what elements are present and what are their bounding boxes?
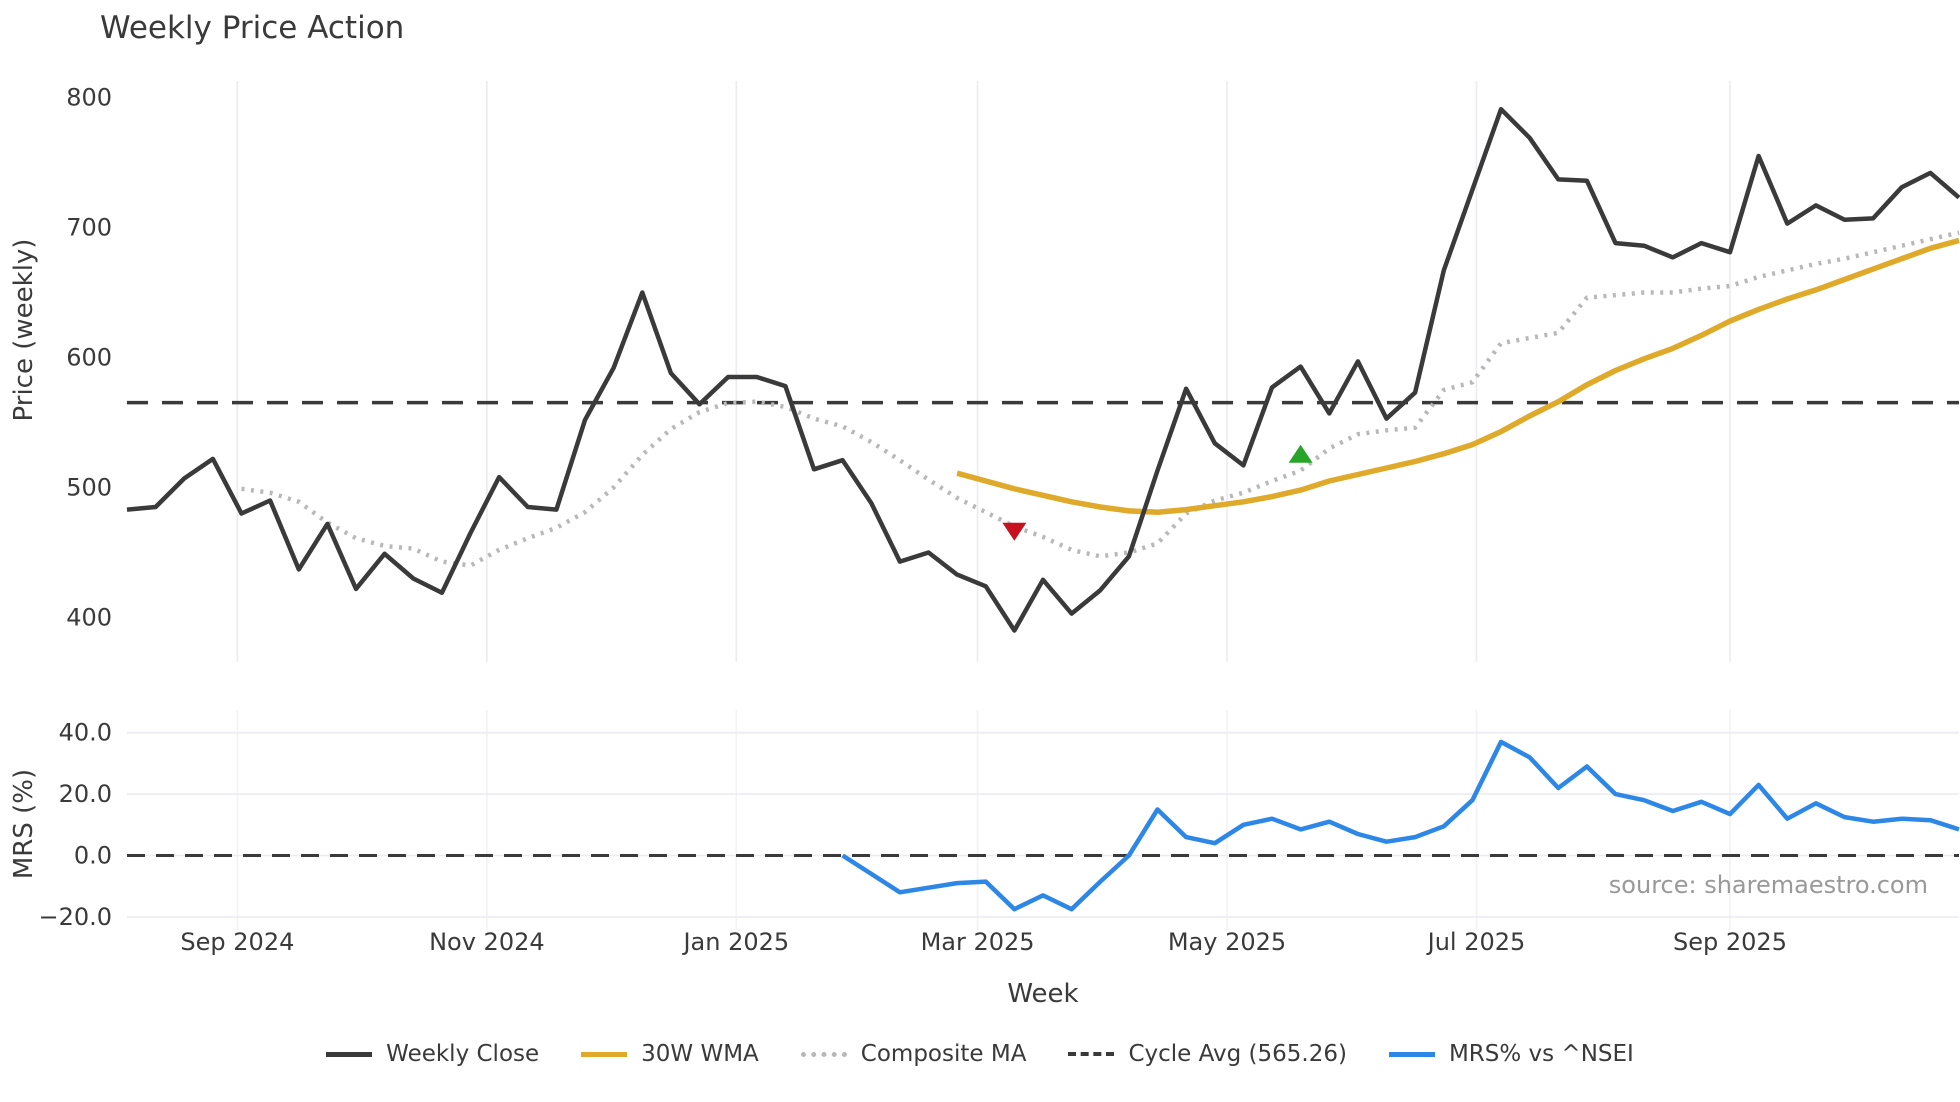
mrs-ytick-label: 40.0 <box>59 719 112 747</box>
x-tick-label: Jan 2025 <box>681 928 789 956</box>
legend-label: Weekly Close <box>386 1041 540 1067</box>
mrs-panel-gridlines <box>127 710 1959 930</box>
buy-signal-marker <box>1288 444 1313 463</box>
legend-item-30w-wma: 30W WMA <box>581 1041 759 1067</box>
legend-item-composite-ma: Composite MA <box>800 1041 1027 1067</box>
weekly-close-line <box>126 106 1960 633</box>
legend-label: Cycle Avg (565.26) <box>1128 1041 1347 1067</box>
sell-signal-marker <box>1002 522 1027 541</box>
chart-legend: Weekly Close 30W WMA Composite MA Cycle Avg… <box>0 1034 1960 1074</box>
signal-markers <box>1002 444 1313 541</box>
price-panel-series <box>126 106 1960 633</box>
composite-ma-line <box>241 230 1960 568</box>
legend-swatch-icon <box>800 1051 847 1057</box>
source-attribution: source: sharemaestro.com <box>1609 871 1928 899</box>
legend-item-cycle-avg-565-26-: Cycle Avg (565.26) <box>1068 1041 1347 1067</box>
x-tick-label: Nov 2024 <box>429 928 545 956</box>
mrs-ytick-label: −20.0 <box>38 903 112 931</box>
price-ytick-label: 700 <box>66 214 112 242</box>
legend-swatch-icon <box>581 1051 628 1057</box>
legend-item-weekly-close: Weekly Close <box>326 1041 539 1067</box>
legend-swatch-icon <box>1068 1052 1115 1056</box>
legend-swatch-icon <box>326 1051 373 1057</box>
mrs-ytick-label: 0.0 <box>74 842 112 870</box>
mrs-line <box>841 739 1960 912</box>
price-ytick-label: 500 <box>66 474 112 502</box>
x-tick-label: Jul 2025 <box>1426 928 1526 956</box>
chart-title: Weekly Price Action <box>100 10 404 46</box>
price-ytick-label: 600 <box>66 344 112 372</box>
legend-label: MRS% vs ^NSEI <box>1448 1041 1634 1067</box>
30w-wma-line <box>956 237 1960 515</box>
legend-item-mrs-vs-nsei: MRS% vs ^NSEI <box>1388 1041 1634 1067</box>
price-panel-gridlines <box>236 81 1731 662</box>
mrs-axis-label: MRS (%) <box>9 769 39 879</box>
x-tick-label: Mar 2025 <box>921 928 1035 956</box>
axis-tick-labels: 400 500 600 700 800 −20.0 0.0 20.0 40.0 Sep 2024 N… <box>38 84 1787 957</box>
x-tick-label: May 2025 <box>1168 928 1286 956</box>
price-ytick-label: 400 <box>66 604 112 632</box>
x-tick-label: Sep 2025 <box>1673 928 1787 956</box>
legend-swatch-icon <box>1388 1051 1435 1057</box>
mrs-panel-series <box>127 739 1960 912</box>
mrs-ytick-label: 20.0 <box>59 780 112 808</box>
price-ytick-label: 800 <box>66 84 112 112</box>
legend-label: Composite MA <box>860 1041 1027 1067</box>
price-axis-label: Price (weekly) <box>9 239 39 422</box>
x-tick-label: Sep 2024 <box>180 928 294 956</box>
x-axis-label: Week <box>1007 979 1078 1009</box>
legend-label: 30W WMA <box>641 1041 759 1067</box>
